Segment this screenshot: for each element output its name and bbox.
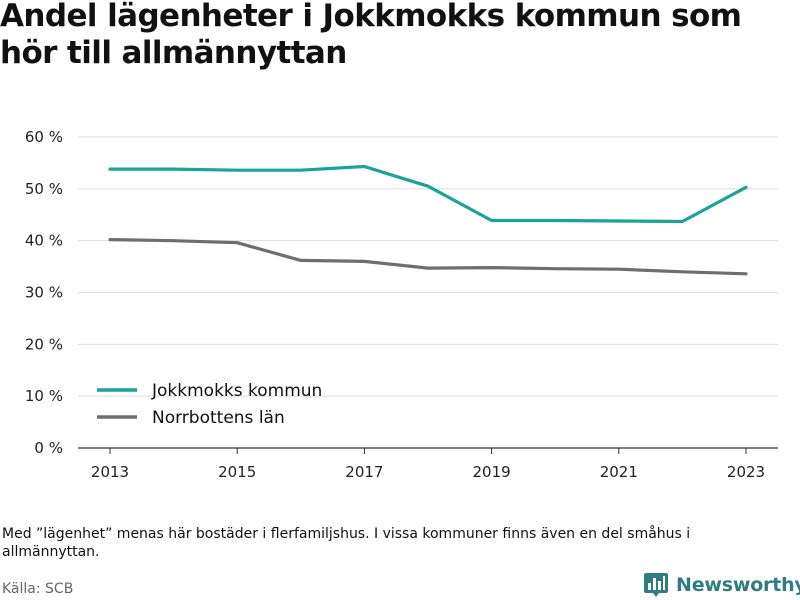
y-tick-label: 30 % [25,284,63,302]
series-line-0 [108,164,748,224]
x-tick-label: 2017 [345,463,383,481]
legend-label: Norrbottens län [152,408,285,428]
legend: Jokkmokks kommun Norrbottens län [97,381,322,428]
y-tick-label: 0 % [34,439,63,457]
source-note: Källa: SCB [2,581,74,597]
gridlines [78,136,778,397]
y-tick-label: 50 % [25,180,63,198]
y-tick-label: 40 % [25,232,63,250]
x-tick-label: 2021 [600,463,638,481]
brand-logo: Newsworthy [644,570,800,600]
x-tick-label: 2023 [727,463,765,481]
y-tick-label: 10 % [25,387,63,405]
x-tick-label: 2015 [218,463,256,481]
y-axis-ticks: 0 % 10 % 20 % 30 % 40 % 50 % 60 % [25,128,63,457]
brand-name: Newsworthy [676,574,800,596]
legend-label: Jokkmokks kommun [151,381,322,401]
bar-chart-logo-icon [644,573,668,597]
y-tick-label: 60 % [25,128,63,146]
x-tick-label: 2013 [91,463,129,481]
x-tick-label: 2019 [473,463,511,481]
chart-title: Andel lägenheter i Jokkmokks kommun som … [0,0,742,71]
y-tick-label: 20 % [25,335,63,353]
series-line-1 [108,238,748,276]
series-lines [108,164,748,276]
footnote: Med ”lägenhet” menas här bostäder i fler… [2,526,691,560]
x-axis: 2013 2015 2017 2019 2021 2023 [78,447,778,481]
